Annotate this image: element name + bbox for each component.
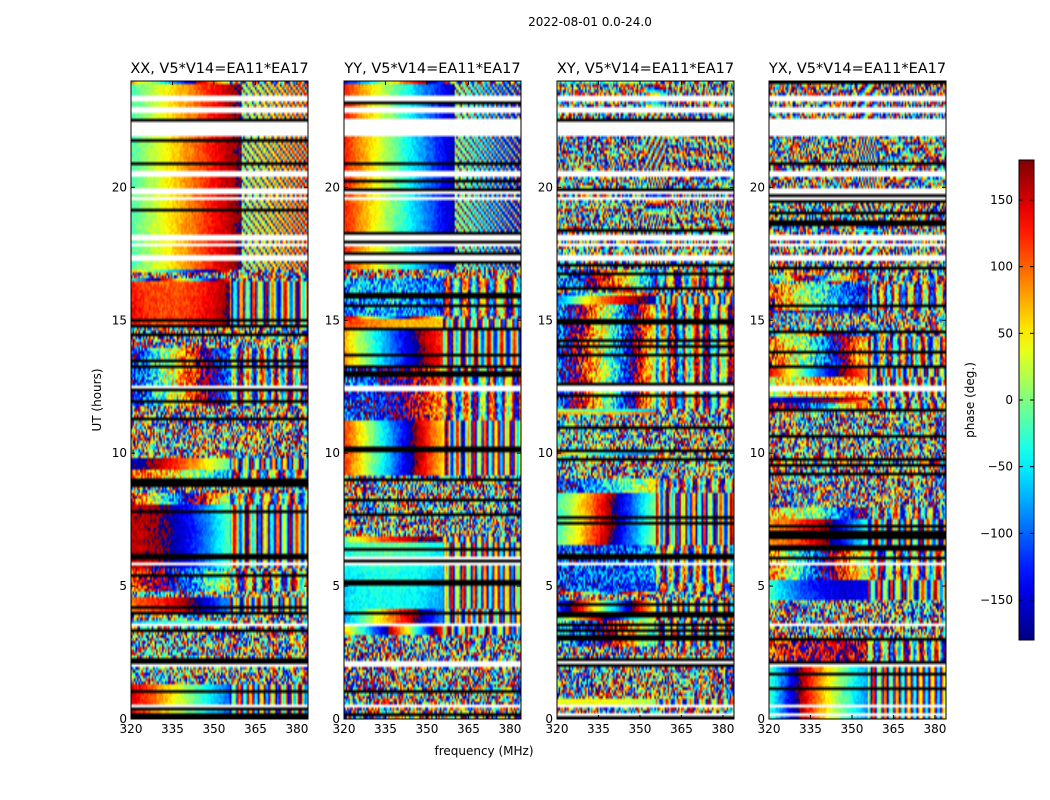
y-tick-label: 20 <box>750 180 765 194</box>
y-tick-label: 20 <box>325 180 340 194</box>
y-tick-label: 5 <box>332 579 340 593</box>
colorbar-tick-label: −100 <box>980 526 1013 540</box>
x-tick-label: 380 <box>285 722 308 736</box>
x-tick-label: 350 <box>203 722 226 736</box>
panel-title: XY, V5*V14=EA11*EA17 <box>557 61 734 77</box>
y-tick-label: 10 <box>750 446 765 460</box>
colorbar-label: phase (deg.) <box>963 362 977 438</box>
x-tick-label: 365 <box>457 722 480 736</box>
colorbar-tick-label: 150 <box>990 193 1013 207</box>
panel-title: XX, V5*V14=EA11*EA17 <box>130 61 308 77</box>
x-tick-label: 365 <box>670 722 693 736</box>
colorbar: −150 −100 −50 0 50 100 150 phase (deg.) <box>963 159 1035 641</box>
y-tick-label: 0 <box>757 712 765 726</box>
x-tick-label: 320 <box>333 722 356 736</box>
y-tick-label: 15 <box>750 313 765 327</box>
y-tick-label: 10 <box>112 446 127 460</box>
colorbar-tick-label: 50 <box>998 326 1013 340</box>
x-tick-label: 320 <box>546 722 569 736</box>
x-tick-label: 380 <box>923 722 946 736</box>
panel-yy: YY, V5*V14=EA11*EA17 320 335 350 365 380 0 5 10 1… <box>325 61 522 736</box>
x-tick-label: 365 <box>882 722 905 736</box>
y-tick-label: 0 <box>545 712 553 726</box>
x-tick-label: 335 <box>799 722 822 736</box>
panel-frame <box>130 80 309 720</box>
y-tick-label: 10 <box>538 446 553 460</box>
x-tick-label: 380 <box>711 722 734 736</box>
y-tick-label: 5 <box>545 579 553 593</box>
y-tick-label: 10 <box>325 446 340 460</box>
x-tick-label: 335 <box>374 722 397 736</box>
panel-yx: YX, V5*V14=EA11*EA17 320 335 350 365 380 0 5 10 1… <box>750 61 947 736</box>
panel-title: YX, V5*V14=EA11*EA17 <box>768 61 946 77</box>
panel-frame <box>343 80 522 720</box>
figure-suptitle: 2022-08-01 0.0-24.0 <box>528 15 652 29</box>
panel-frame <box>768 80 947 720</box>
y-tick-label: 5 <box>119 579 127 593</box>
y-tick-label: 20 <box>112 180 127 194</box>
x-tick-label: 365 <box>244 722 267 736</box>
x-tick-label: 320 <box>120 722 143 736</box>
phase-image-yx <box>769 81 946 719</box>
x-tick-label: 380 <box>498 722 521 736</box>
y-tick-label: 5 <box>757 579 765 593</box>
y-tick-label: 15 <box>325 313 340 327</box>
colorbar-tick-label: −50 <box>988 460 1013 474</box>
panels-group: XX, V5*V14=EA11*EA17 320 335 350 365 380 0 5 10 1… <box>112 61 947 736</box>
phase-image-xx <box>131 81 308 719</box>
panel-xy: XY, V5*V14=EA11*EA17 320 335 350 365 380 0 5 10 1… <box>538 61 735 736</box>
y-tick-label: 20 <box>538 180 553 194</box>
colorbar-tick-label: 100 <box>990 260 1013 274</box>
panel-xx: XX, V5*V14=EA11*EA17 320 335 350 365 380 0 5 10 1… <box>112 61 309 736</box>
panel-title: YY, V5*V14=EA11*EA17 <box>343 61 520 77</box>
x-tick-label: 335 <box>587 722 610 736</box>
y-tick-label: 0 <box>119 712 127 726</box>
colorbar-tick-label: 0 <box>1005 393 1013 407</box>
y-tick-label: 15 <box>538 313 553 327</box>
panel-frame <box>556 80 735 720</box>
x-tick-label: 320 <box>758 722 781 736</box>
phase-image-yy <box>344 81 521 719</box>
x-tick-label: 350 <box>416 722 439 736</box>
y-axis-label: UT (hours) <box>90 368 104 431</box>
x-tick-label: 350 <box>841 722 864 736</box>
x-tick-label: 350 <box>629 722 652 736</box>
colorbar-tick-label: −150 <box>980 593 1013 607</box>
phase-image-xy <box>557 81 734 719</box>
x-tick-label: 335 <box>161 722 184 736</box>
x-axis-label: frequency (MHz) <box>434 744 533 758</box>
y-tick-label: 15 <box>112 313 127 327</box>
y-tick-label: 0 <box>332 712 340 726</box>
